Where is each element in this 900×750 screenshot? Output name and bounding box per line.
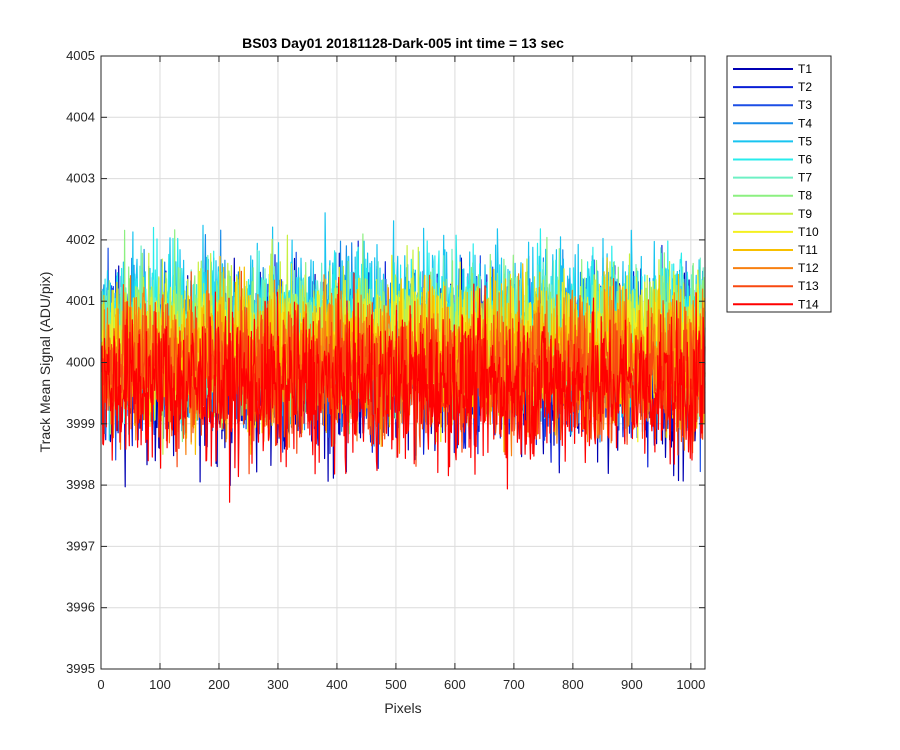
legend-box — [726, 55, 832, 313]
legend-label-t10: T10 — [798, 225, 819, 239]
y-tick-label: 3998 — [66, 477, 95, 492]
x-tick-label: 800 — [562, 677, 584, 692]
y-tick-label: 3995 — [66, 661, 95, 676]
y-axis-label: Track Mean Signal (ADU/pix) — [37, 272, 53, 453]
legend-label-t5: T5 — [798, 134, 812, 148]
x-tick-label: 900 — [621, 677, 643, 692]
series-lines — [101, 212, 706, 503]
x-tick-label: 100 — [149, 677, 171, 692]
y-tick-label: 4001 — [66, 293, 95, 308]
y-tick-label: 4002 — [66, 232, 95, 247]
legend-label-t3: T3 — [798, 98, 812, 112]
legend: T1 T2 T3 T4 T5 T6 T7 T8 T9 T10 T11 T12 T13 T14 — [726, 55, 832, 313]
x-tick-label: 300 — [267, 677, 289, 692]
legend-label-t8: T8 — [798, 189, 812, 203]
legend-label-t14: T14 — [798, 297, 819, 311]
y-tick-label: 4005 — [66, 48, 95, 63]
y-tick-label: 4000 — [66, 355, 95, 370]
y-tick-label: 3997 — [66, 538, 95, 553]
axis-ticks: 0 100 200 300 400 500 600 700 800 900 1000 3995 3996… — [66, 48, 705, 692]
legend-label-t13: T13 — [798, 279, 819, 293]
legend-label-t7: T7 — [798, 171, 812, 185]
x-tick-label: 0 — [97, 677, 104, 692]
legend-label-t4: T4 — [798, 116, 812, 130]
y-tick-label: 4003 — [66, 171, 95, 186]
series-line-t14 — [101, 272, 706, 503]
y-tick-label: 3996 — [66, 600, 95, 615]
legend-label-t6: T6 — [798, 153, 812, 167]
x-tick-label: 700 — [503, 677, 525, 692]
legend-label-t12: T12 — [798, 261, 819, 275]
y-tick-label: 4004 — [66, 109, 95, 124]
y-tick-label: 3999 — [66, 416, 95, 431]
legend-label-t11: T11 — [798, 243, 818, 257]
legend-label-t9: T9 — [798, 207, 812, 221]
legend-label-t1: T1 — [798, 62, 812, 76]
legend-label-t2: T2 — [798, 80, 812, 94]
x-axis-label: Pixels — [384, 700, 421, 716]
x-tick-label: 600 — [444, 677, 466, 692]
chart-title: BS03 Day01 20181128-Dark-005 int time = … — [242, 35, 564, 51]
x-tick-label: 1000 — [676, 677, 705, 692]
x-tick-label: 200 — [208, 677, 230, 692]
x-tick-label: 500 — [385, 677, 407, 692]
x-tick-label: 400 — [326, 677, 348, 692]
